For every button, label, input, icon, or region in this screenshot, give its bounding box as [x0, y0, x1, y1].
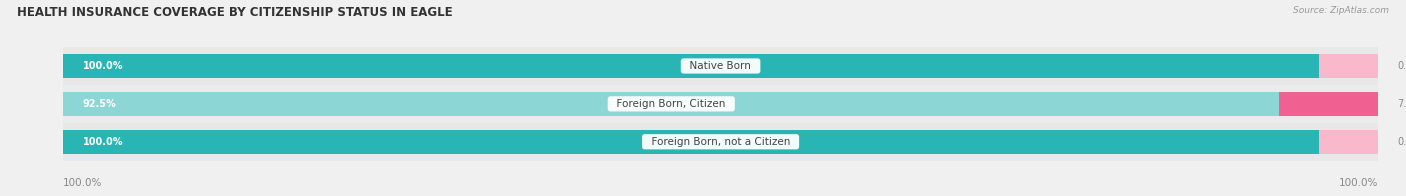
Text: Source: ZipAtlas.com: Source: ZipAtlas.com: [1294, 6, 1389, 15]
Text: 100.0%: 100.0%: [83, 61, 124, 71]
Text: Foreign Born, Citizen: Foreign Born, Citizen: [610, 99, 733, 109]
Text: Foreign Born, not a Citizen: Foreign Born, not a Citizen: [644, 137, 797, 147]
Bar: [1319, 130, 1378, 153]
Bar: [1319, 54, 1378, 78]
Bar: [63, 92, 1279, 116]
Bar: [1279, 92, 1378, 116]
Text: 7.5%: 7.5%: [1398, 99, 1406, 109]
Text: 92.5%: 92.5%: [83, 99, 117, 109]
Text: HEALTH INSURANCE COVERAGE BY CITIZENSHIP STATUS IN EAGLE: HEALTH INSURANCE COVERAGE BY CITIZENSHIP…: [17, 6, 453, 19]
Text: 100.0%: 100.0%: [1339, 178, 1378, 188]
Text: 100.0%: 100.0%: [63, 178, 103, 188]
Bar: [63, 54, 1378, 78]
Text: 100.0%: 100.0%: [83, 137, 124, 147]
Text: Native Born: Native Born: [683, 61, 758, 71]
Text: 0.0%: 0.0%: [1398, 137, 1406, 147]
Bar: [63, 130, 1378, 153]
Bar: [63, 47, 1378, 85]
Bar: [63, 123, 1378, 161]
Bar: [63, 85, 1378, 123]
Text: 0.0%: 0.0%: [1398, 61, 1406, 71]
